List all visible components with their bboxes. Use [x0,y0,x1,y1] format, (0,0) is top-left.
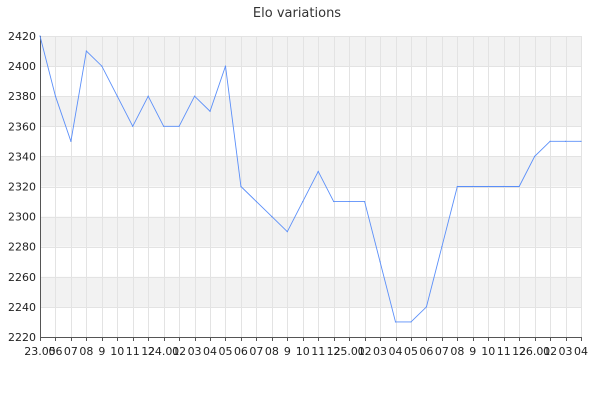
grid-band [40,156,581,187]
data-point [224,65,227,67]
x-tick-label: 07 [435,345,449,358]
horizontal-grid [40,36,581,338]
x-tick-label: 11 [311,345,325,358]
data-point [379,261,381,263]
data-point [193,95,196,97]
data-point [132,125,134,127]
data-point [116,95,118,97]
data-point [209,110,211,112]
x-tick-label: 11 [126,345,140,358]
x-tick-label: 10 [296,345,310,358]
data-point [441,246,443,248]
data-point [101,65,103,67]
x-tick-label: 03 [373,345,387,358]
x-tick-label: 04 [203,345,217,358]
y-tick-label: 2260 [8,271,36,284]
data-point [472,185,474,188]
data-point [240,185,242,188]
data-point [394,321,397,323]
x-tick-label: 26.01 [519,345,551,358]
y-tick-labels: 2220 2240 2260 2280 2300 2320 2340 2360 2380 2400… [8,30,36,344]
x-tick-label: 12 [327,345,341,358]
x-tick-label: 9 [98,345,105,358]
x-tick-label: 9 [284,345,291,358]
chart-title: Elo variations [253,6,341,21]
x-tick-label: 03 [559,345,573,358]
y-tick-label: 2220 [8,331,36,344]
x-tick-label: 11 [497,345,511,358]
data-point [425,306,428,308]
x-tick-label: 06 [48,345,62,358]
y-tick-label: 2320 [8,181,36,194]
x-tick-label: 02 [543,345,557,358]
x-tick-label: 12 [141,345,155,358]
data-point [255,200,257,203]
x-tick-label: 05 [218,345,232,358]
data-point [85,50,87,52]
data-point [70,140,72,142]
x-tick-label: 02 [172,345,186,358]
data-point [286,231,288,233]
x-tick-label: 04 [574,345,588,358]
x-tick-label: 23.05 [24,345,56,358]
data-point [54,95,57,97]
x-tick-label: 07 [249,345,263,358]
data-point [317,170,319,173]
x-tick-label: 08 [450,345,464,358]
grid-band [40,216,581,247]
series-line-layer [39,35,582,323]
y-tick-label: 2420 [8,30,36,43]
data-point [39,35,41,37]
data-point [580,140,582,142]
x-tick-label: 03 [188,345,202,358]
background-bands [40,36,581,307]
data-point [503,185,505,188]
x-tick-label: 9 [469,345,476,358]
data-point [163,125,165,127]
x-tick-label: 10 [481,345,495,358]
y-tick-label: 2400 [8,60,36,73]
x-tick-label: 10 [110,345,124,358]
data-point [534,155,536,157]
x-tick-label: 08 [79,345,93,358]
elo-series-line [39,35,581,323]
data-point [271,216,273,218]
y-tick-label: 2360 [8,120,36,133]
y-tick-label: 2380 [8,90,36,103]
y-tick-label: 2280 [8,241,36,254]
x-tick-label: 07 [64,345,78,358]
x-tick-label: 02 [358,345,372,358]
x-tick-label: 06 [419,345,433,358]
data-point [302,200,304,203]
y-tick-label: 2300 [8,211,36,224]
grid-band [40,276,581,307]
y-tick-label: 2240 [8,301,36,314]
data-point [456,185,458,188]
data-point [364,200,366,203]
data-point [333,200,335,203]
data-point [348,200,350,203]
x-tick-label: 04 [389,345,403,358]
y-tick-label: 2340 [8,150,36,163]
x-tick-label: 05 [404,345,418,358]
data-point [564,140,567,142]
x-tick-label: 25.01 [333,345,365,358]
data-point [518,185,520,188]
grid-band [40,96,581,127]
x-tick-label: 24.01 [148,345,180,358]
x-tick-label: 06 [234,345,248,358]
data-point [178,125,180,127]
data-point [147,95,149,97]
data-point [549,140,551,142]
axes [40,36,582,341]
data-point [487,185,489,188]
x-tick-label: 08 [265,345,279,358]
data-point [410,321,412,323]
x-tick-label: 12 [512,345,526,358]
grid-band [40,36,581,67]
